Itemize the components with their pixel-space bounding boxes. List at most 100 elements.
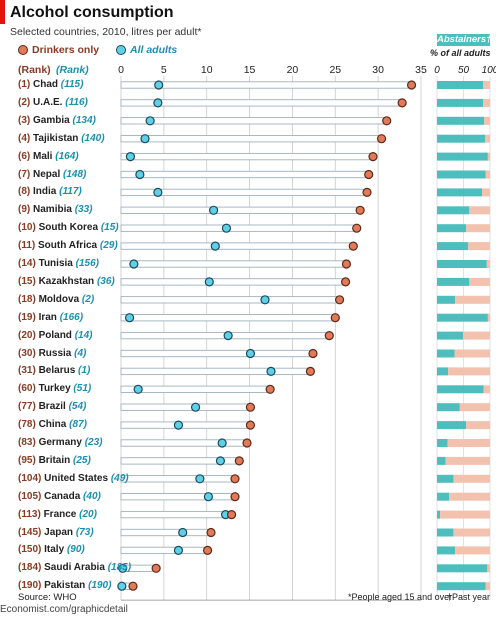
row-label: (60) Turkey (51) [18, 383, 91, 395]
drinkers-point [348, 241, 358, 251]
abstainers-bar [437, 528, 454, 537]
drinkers-point [265, 384, 275, 394]
abstainers-bar [437, 188, 483, 197]
country-name: Brazil [38, 401, 66, 413]
rank-all-adults: (2) [81, 293, 95, 305]
country-name: South Africa [38, 240, 98, 252]
all-adults-point [203, 492, 214, 502]
rank-all-adults: (15) [100, 222, 119, 234]
rank-all-adults: (25) [73, 454, 91, 466]
drinkers-point [151, 563, 161, 573]
rank-drinkers: (15) [18, 275, 36, 287]
row-label: (105) Canada (40) [18, 491, 101, 503]
row-connector [120, 296, 341, 304]
drinkers-point [230, 474, 240, 484]
row-label: (8) India (117) [18, 186, 82, 198]
all-adults-point [195, 474, 205, 484]
rank-drinkers: (150) [18, 544, 42, 556]
rank-drinkers: (14) [18, 258, 36, 269]
rank-drinkers: (104) [18, 472, 42, 484]
abstainers-remainder-bar [449, 492, 490, 501]
header-rank-drinkers: (Rank) [18, 64, 51, 76]
rank-drinkers: (145) [18, 526, 42, 538]
abstainers-bar [437, 98, 484, 107]
country-name: Pakistan [44, 580, 86, 592]
rank-all-adults: (73) [75, 526, 94, 538]
legend-drinkers: Drinkers only [18, 44, 99, 56]
drinkers-point [242, 438, 252, 448]
abstainers-remainder-bar [483, 81, 490, 89]
rank-drinkers: (95) [18, 454, 36, 466]
country-name: Chad [33, 79, 59, 90]
country-name: Britain [38, 454, 71, 466]
abstainers-bar [437, 277, 470, 286]
rank-all-adults: (29) [99, 240, 118, 252]
abstainers-bar [437, 295, 456, 304]
header-rank-all: (Rank) [56, 64, 89, 76]
rank-all-adults: (36) [96, 275, 115, 287]
all-adults-point [221, 223, 232, 233]
row-connector [120, 546, 209, 555]
abstainers-remainder-bar [462, 331, 490, 340]
country-name: Moldova [38, 293, 80, 305]
row-connector [120, 421, 251, 429]
abstainers-bar [437, 242, 469, 251]
abstainers-bar [437, 349, 455, 358]
row-connector [120, 385, 271, 393]
abstainers-remainder-bar [485, 134, 490, 143]
abstainers-bar [437, 564, 488, 573]
rank-all-adults: (90) [66, 544, 85, 556]
drinkers-point [362, 187, 372, 197]
row-label: (10) South Korea (15) [18, 222, 119, 234]
rank-drinkers: (6) [18, 150, 31, 162]
row-label: (19) Iran (166) [18, 312, 83, 324]
drinkers-point [245, 402, 256, 412]
footnote-age: *People aged 15 and over [348, 592, 453, 602]
abstainers-bar [437, 385, 484, 394]
country-name: France [43, 508, 77, 520]
rank-drinkers: (10) [18, 222, 36, 234]
drinkers-point [355, 205, 365, 215]
country-name: Tunisia [38, 258, 73, 269]
country-name: Saudi Arabia [44, 562, 105, 574]
row-connector [120, 314, 336, 322]
all-adults-point [129, 259, 139, 269]
rank-all-adults: (164) [55, 150, 79, 162]
row-label: (30) Russia (4) [18, 348, 86, 360]
rank-all-adults: (20) [79, 508, 97, 520]
row-label: (78) China (87) [18, 419, 87, 431]
abstainers-remainder-bar [468, 242, 490, 251]
row-label: (11) South Africa (29) [18, 240, 118, 252]
country-name: United States [44, 472, 109, 484]
rank-all-adults: (40) [83, 490, 101, 502]
all-adults-point [124, 313, 135, 323]
footnote-past-year: †Past year [447, 592, 491, 602]
country-name: Namibia [33, 204, 72, 216]
abstainers-subtitle: % of all adults [430, 48, 491, 58]
country-name: China [38, 419, 67, 431]
row-connector [120, 170, 370, 179]
legend-all-adults: All adults [116, 44, 177, 56]
rank-drinkers: (19) [18, 311, 36, 323]
drinkers-point [330, 313, 340, 323]
abstainers-remainder-bar [484, 116, 490, 125]
abstainers-bar [437, 331, 463, 340]
drinkers-point [334, 295, 345, 305]
abstainers-bar [437, 152, 488, 161]
drinkers-point [382, 116, 392, 126]
all-adults-point [208, 205, 219, 215]
rank-all-adults: (54) [68, 401, 87, 413]
abstainers-bar [437, 81, 484, 89]
abstainers-bar [437, 206, 470, 215]
legend-all-adults-label: All adults [130, 44, 178, 56]
country-name: Japan [44, 526, 74, 538]
abstainers-remainder-bar [448, 367, 490, 376]
x-tick-label: 5 [161, 64, 167, 76]
x-tick-label: 0 [118, 64, 124, 76]
rank-drinkers: (11) [18, 240, 36, 252]
drinkers-point [397, 98, 407, 108]
row-label: (31) Belarus (1) [18, 365, 90, 377]
abstainers-remainder-bar [485, 582, 490, 591]
abstainers-remainder-bar [445, 456, 490, 465]
rank-all-adults: (23) [84, 437, 103, 448]
